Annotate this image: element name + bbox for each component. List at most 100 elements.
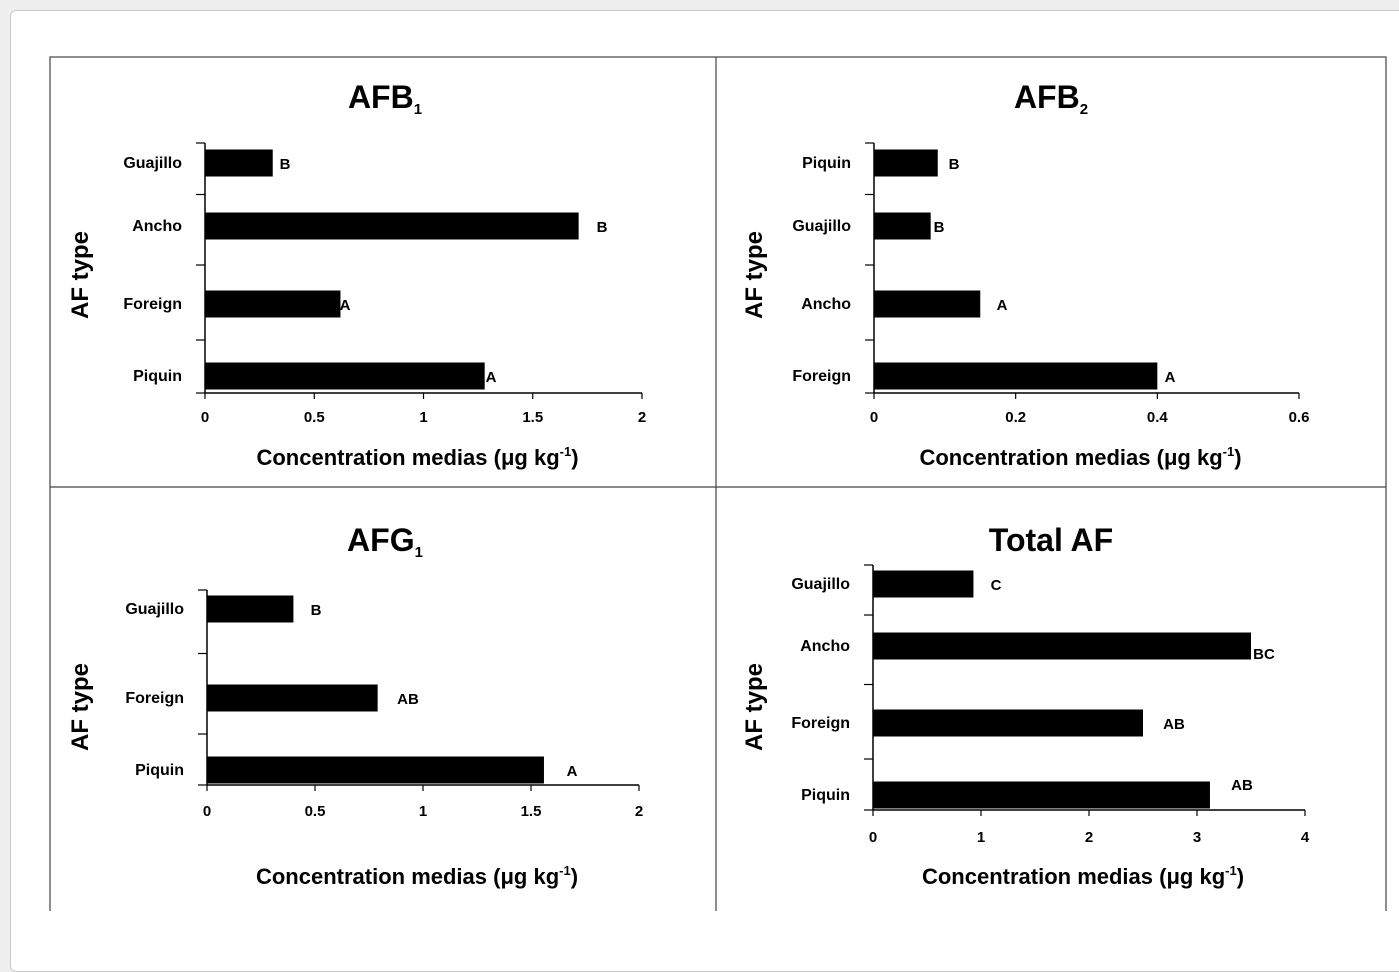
significance-letter: A (997, 297, 1008, 314)
bar-guajillo (207, 595, 294, 623)
x-tick-label: 2 (1085, 829, 1093, 846)
chart-title-main: AFB (348, 79, 414, 115)
x-axis-label-close: ) (1237, 864, 1244, 889)
x-tick-label: 0.2 (1005, 409, 1026, 426)
bar-guajillo (205, 149, 273, 177)
category-label: Ancho (132, 218, 182, 235)
bar-piquin (873, 781, 1210, 809)
category-label: Foreign (125, 690, 184, 707)
bar-foreign (874, 362, 1158, 390)
category-label: Guajillo (123, 155, 182, 172)
bar-foreign (873, 709, 1143, 737)
chart-title-main: AFB (1014, 79, 1080, 115)
bar-piquin (207, 756, 544, 784)
x-axis-label-main: Concentration medias (μg kg (256, 864, 559, 889)
bar-guajillo (873, 570, 974, 598)
category-label: Guajillo (125, 601, 184, 618)
significance-letter: B (934, 219, 945, 236)
category-label: Piquin (133, 368, 182, 385)
significance-letter: BC (1253, 646, 1275, 663)
category-label: Foreign (123, 296, 182, 313)
x-tick-label: 1 (419, 409, 427, 426)
significance-letter: A (1165, 369, 1176, 386)
category-label: Foreign (791, 715, 850, 732)
x-tick-label: 1 (977, 829, 985, 846)
x-axis-label: Concentration medias (μg kg-1) (922, 863, 1244, 889)
category-label: Ancho (801, 296, 851, 313)
x-axis-label-main: Concentration medias (μg kg (256, 445, 559, 470)
chart-title: AFG1 (347, 522, 423, 561)
bar-ancho (873, 632, 1251, 660)
chart-panel-4: Total AF Guajillo C Ancho BC Foreign AB Piquin A… (741, 522, 1310, 889)
chart-title: AFB2 (1014, 79, 1088, 118)
significance-letter: B (311, 602, 322, 619)
x-tick-label: 0.4 (1147, 409, 1169, 426)
bar-foreign (207, 684, 378, 712)
chart-title-subscript: 1 (415, 544, 423, 561)
x-tick-label: 1.5 (521, 803, 542, 820)
x-tick-label: 0.5 (304, 409, 325, 426)
chart-panel-2: AFB2 Piquin B Guajillo B Ancho A Foreign A 0 0.2 0.… (741, 79, 1309, 470)
x-axis-label-main: Concentration medias (μg kg (919, 445, 1222, 470)
x-tick-label: 2 (635, 803, 643, 820)
x-tick-label: 0 (870, 409, 878, 426)
x-axis-label-superscript: -1 (1225, 863, 1237, 878)
category-label: Guajillo (791, 576, 850, 593)
chart-title: Total AF (989, 522, 1113, 558)
x-axis-label-close: ) (571, 445, 578, 470)
x-axis-label-superscript: -1 (560, 444, 572, 459)
x-axis-label-superscript: -1 (1223, 444, 1235, 459)
x-tick-label: 0 (869, 829, 877, 846)
significance-letter: A (567, 763, 578, 780)
x-tick-label: 0 (203, 803, 211, 820)
significance-letter: B (949, 156, 960, 173)
bar-ancho (205, 212, 579, 240)
category-label: Guajillo (792, 218, 851, 235)
x-axis-label: Concentration medias (μg kg-1) (256, 444, 578, 470)
x-tick-label: 1.5 (522, 409, 543, 426)
x-tick-label: 0.6 (1289, 409, 1310, 426)
bar-piquin (874, 149, 938, 177)
x-tick-label: 0.5 (305, 803, 326, 820)
significance-letter: C (991, 577, 1002, 594)
chart-title-main: Total AF (989, 522, 1113, 558)
x-tick-label: 4 (1301, 829, 1310, 846)
category-label: Piquin (802, 155, 851, 172)
significance-letter: AB (1163, 716, 1185, 733)
bar-ancho (874, 290, 981, 318)
chart-title-subscript: 1 (414, 101, 422, 118)
x-axis-label-superscript: -1 (559, 863, 571, 878)
x-axis-label-close: ) (571, 864, 578, 889)
bar-foreign (205, 290, 341, 318)
category-label: Ancho (800, 638, 850, 655)
category-label: Foreign (792, 368, 851, 385)
significance-letter: B (280, 156, 291, 173)
x-tick-label: 0 (201, 409, 209, 426)
x-axis-label: Concentration medias (μg kg-1) (919, 444, 1241, 470)
x-axis-label-close: ) (1234, 445, 1241, 470)
significance-letter: A (486, 369, 497, 386)
x-tick-label: 2 (638, 409, 646, 426)
chart-title-subscript: 2 (1080, 101, 1088, 118)
y-axis-label: AF type (67, 663, 94, 751)
y-axis-label: AF type (67, 231, 94, 319)
category-label: Piquin (801, 787, 850, 804)
significance-letter: AB (397, 691, 419, 708)
x-tick-label: 1 (419, 803, 427, 820)
x-axis-label: Concentration medias (μg kg-1) (256, 863, 578, 889)
x-tick-label: 3 (1193, 829, 1201, 846)
bar-piquin (205, 362, 485, 390)
y-axis-label: AF type (741, 663, 768, 751)
bar-guajillo (874, 212, 931, 240)
significance-letter: B (597, 219, 608, 236)
chart-title-main: AFG (347, 522, 415, 558)
category-label: Piquin (135, 762, 184, 779)
significance-letter: AB (1231, 777, 1253, 794)
significance-letter: A (340, 297, 351, 314)
x-axis-label-main: Concentration medias (μg kg (922, 864, 1225, 889)
chart-title: AFB1 (348, 79, 422, 118)
figure-frame (49, 56, 1387, 911)
